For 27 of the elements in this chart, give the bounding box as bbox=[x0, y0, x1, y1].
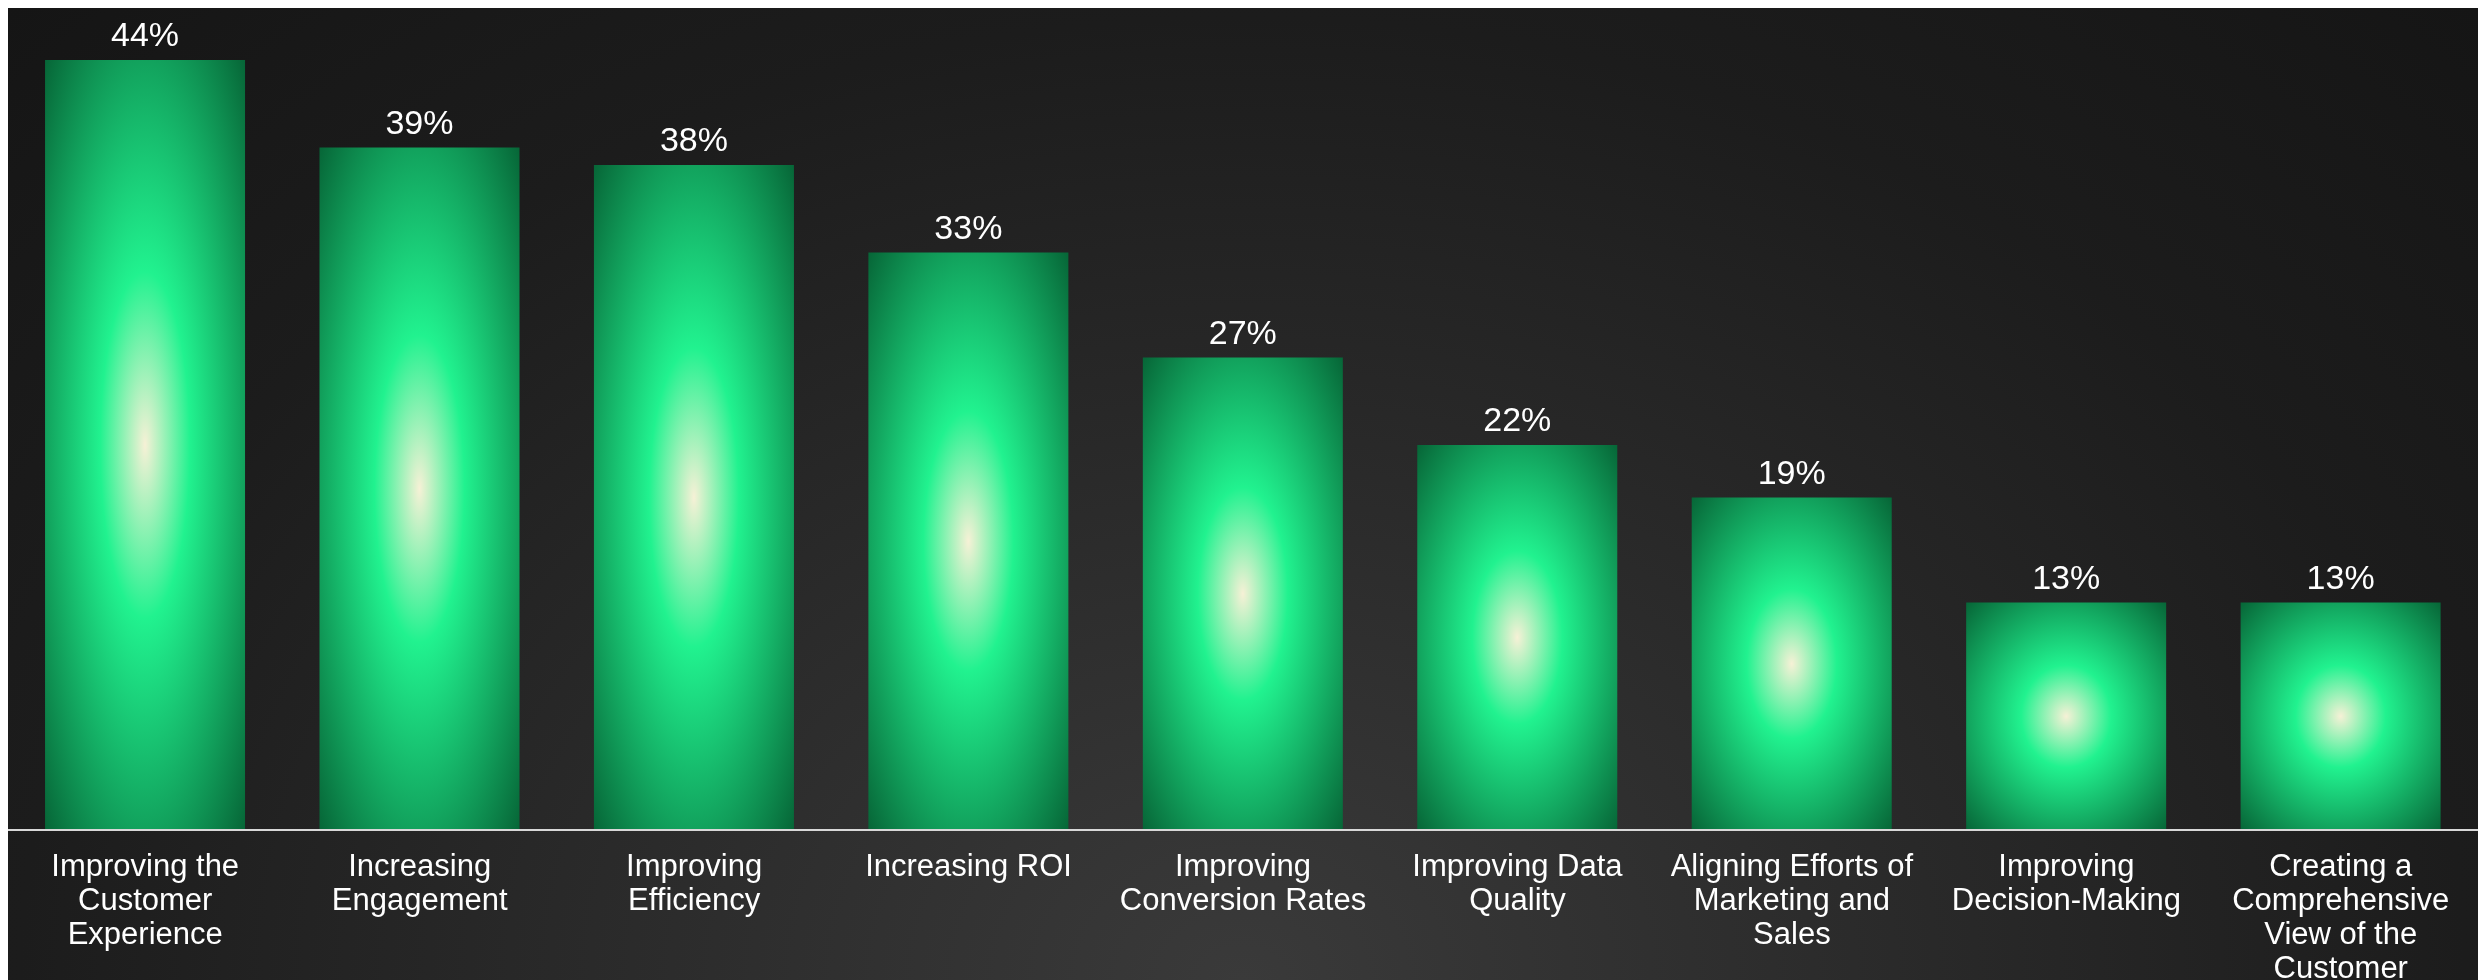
bar bbox=[868, 252, 1069, 830]
bar bbox=[593, 165, 794, 830]
x-tick-label: Improving the Customer Experience bbox=[51, 847, 240, 951]
data-label: 39% bbox=[385, 102, 454, 141]
x-tick-label: Increasing Engagement bbox=[331, 847, 508, 917]
data-label: 33% bbox=[934, 207, 1003, 246]
bar bbox=[1417, 445, 1618, 830]
data-label: 27% bbox=[1208, 312, 1277, 351]
x-tick-label: Improving Decision-Making bbox=[1951, 847, 2181, 917]
bar bbox=[1691, 497, 1892, 830]
data-label: 44% bbox=[111, 15, 180, 53]
x-tick-label: Aligning Efforts of Marketing and Sales bbox=[1670, 847, 1914, 951]
x-tick-label: Improving Conversion Rates bbox=[1119, 847, 1367, 917]
data-label: 13% bbox=[2032, 557, 2101, 596]
data-label: 19% bbox=[1757, 452, 1826, 491]
bar bbox=[1142, 357, 1343, 830]
data-label: 13% bbox=[2306, 557, 2375, 596]
x-tick-label: Improving Data Quality bbox=[1412, 847, 1624, 917]
x-tick-label: Creating a Comprehensive View of the Customer bbox=[2232, 847, 2450, 980]
x-tick-label: Increasing ROI bbox=[865, 847, 1072, 883]
bar bbox=[45, 60, 246, 830]
bar bbox=[2240, 602, 2441, 830]
data-label: 22% bbox=[1483, 400, 1552, 438]
bar bbox=[319, 147, 520, 830]
data-label: 38% bbox=[659, 120, 728, 158]
x-tick-label: Improving Efficiency bbox=[626, 847, 763, 917]
bar bbox=[1966, 602, 2167, 830]
